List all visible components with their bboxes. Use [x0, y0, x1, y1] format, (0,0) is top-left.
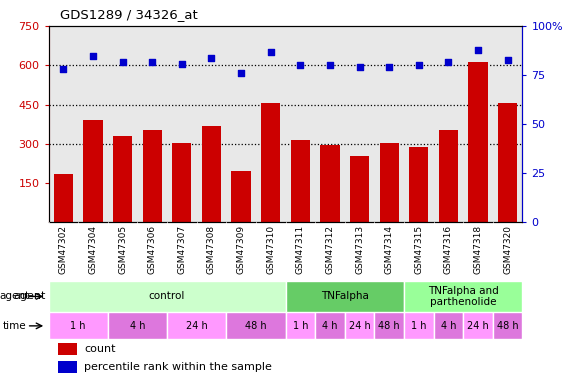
Bar [49, 312, 108, 339]
Point [296, 63, 305, 69]
Bar [498, 104, 517, 222]
Text: 48 h: 48 h [497, 321, 518, 331]
Bar [409, 147, 428, 222]
Point [148, 58, 157, 64]
Bar [493, 312, 522, 339]
Point [444, 58, 453, 64]
Text: GDS1289 / 34326_at: GDS1289 / 34326_at [60, 8, 198, 21]
Point [266, 49, 275, 55]
Text: 4 h: 4 h [130, 321, 145, 331]
Point [207, 55, 216, 61]
Point [473, 47, 482, 53]
Point [385, 64, 394, 70]
Bar [231, 171, 251, 222]
Bar [54, 174, 73, 222]
Text: 48 h: 48 h [379, 321, 400, 331]
Text: GSM47320: GSM47320 [503, 225, 512, 274]
Bar [291, 140, 310, 222]
Point [59, 66, 68, 72]
Text: control: control [149, 291, 185, 302]
Point [89, 53, 98, 58]
Bar [463, 312, 493, 339]
Text: GSM47308: GSM47308 [207, 225, 216, 274]
Bar [320, 145, 340, 222]
Text: GSM47312: GSM47312 [325, 225, 335, 274]
Text: GSM47304: GSM47304 [89, 225, 98, 274]
Text: 1 h: 1 h [411, 321, 427, 331]
Bar [350, 156, 369, 222]
Bar [172, 142, 191, 222]
Text: 24 h: 24 h [349, 321, 371, 331]
Text: count: count [84, 344, 115, 354]
Text: GSM47311: GSM47311 [296, 225, 305, 274]
Text: agent: agent [13, 291, 46, 302]
Bar [49, 280, 286, 312]
Bar [113, 136, 132, 222]
Bar [58, 361, 77, 373]
Text: GSM47315: GSM47315 [415, 225, 423, 274]
Text: 24 h: 24 h [467, 321, 489, 331]
Text: 1 h: 1 h [70, 321, 86, 331]
Text: TNFalpha and
parthenolide: TNFalpha and parthenolide [428, 286, 498, 307]
Point [503, 57, 512, 63]
Text: GSM47305: GSM47305 [118, 225, 127, 274]
Bar [226, 312, 286, 339]
Text: percentile rank within the sample: percentile rank within the sample [84, 362, 272, 372]
Bar [167, 312, 226, 339]
Bar [380, 142, 399, 222]
Text: GSM47313: GSM47313 [355, 225, 364, 274]
Bar [315, 312, 345, 339]
Text: GSM47309: GSM47309 [236, 225, 246, 274]
Text: GSM47307: GSM47307 [178, 225, 186, 274]
Text: agent: agent [0, 291, 30, 302]
Text: 48 h: 48 h [245, 321, 267, 331]
Bar [202, 126, 221, 222]
Point [177, 60, 186, 66]
Text: GSM47316: GSM47316 [444, 225, 453, 274]
Text: 4 h: 4 h [322, 321, 337, 331]
Bar [345, 312, 375, 339]
Bar [433, 312, 463, 339]
Text: GSM47306: GSM47306 [148, 225, 156, 274]
Point [118, 58, 127, 64]
Bar [468, 62, 488, 222]
Text: GSM47318: GSM47318 [473, 225, 482, 274]
Point [414, 63, 423, 69]
Point [355, 64, 364, 70]
Text: 1 h: 1 h [292, 321, 308, 331]
Text: GSM47314: GSM47314 [385, 225, 393, 274]
Bar [286, 280, 404, 312]
Point [236, 70, 246, 76]
Point [325, 63, 335, 69]
Bar [58, 343, 77, 355]
Bar [261, 104, 280, 222]
Text: 4 h: 4 h [441, 321, 456, 331]
Text: GSM47302: GSM47302 [59, 225, 68, 274]
Text: time: time [3, 321, 26, 331]
Text: 24 h: 24 h [186, 321, 207, 331]
Text: TNFalpha: TNFalpha [321, 291, 369, 302]
Bar [375, 312, 404, 339]
Bar [439, 129, 458, 222]
Bar [83, 120, 103, 222]
Text: GSM47310: GSM47310 [266, 225, 275, 274]
Bar [404, 280, 522, 312]
Bar [143, 129, 162, 222]
Bar [108, 312, 167, 339]
Bar [404, 312, 433, 339]
Bar [286, 312, 315, 339]
